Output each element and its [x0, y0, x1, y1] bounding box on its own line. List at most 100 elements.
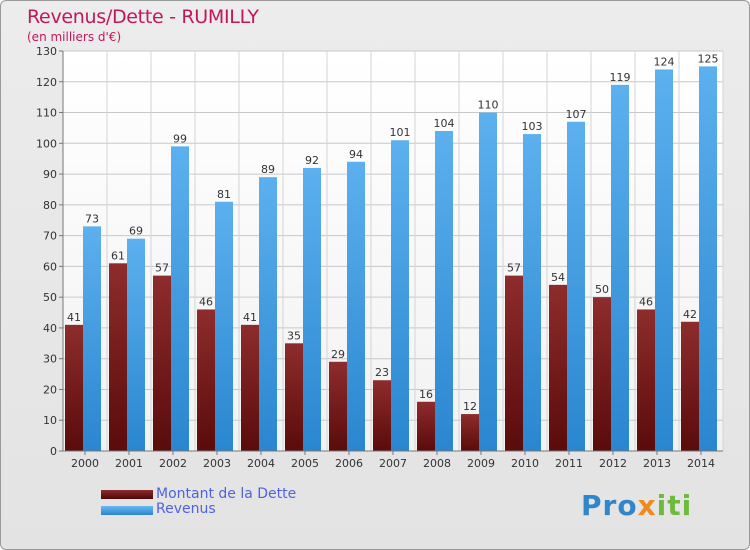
y-tick-label: 10 — [43, 414, 57, 427]
bar-revenus — [347, 161, 365, 451]
bar-dette — [461, 414, 479, 451]
bar-dette — [593, 297, 611, 451]
bar-revenus — [391, 140, 409, 451]
data-label-dette: 41 — [67, 311, 81, 324]
x-tick-label: 2007 — [379, 457, 407, 470]
legend-swatch-debt — [101, 490, 153, 499]
logo-part-2: x — [637, 489, 657, 522]
proxiti-logo: Proxiti — [581, 489, 692, 522]
x-tick-label: 2002 — [159, 457, 187, 470]
bar-revenus — [83, 226, 101, 451]
x-tick-label: 2005 — [291, 457, 319, 470]
bar-revenus — [699, 66, 717, 451]
data-label-revenus: 94 — [349, 148, 363, 161]
data-label-dette: 12 — [463, 400, 477, 413]
data-label-revenus: 124 — [654, 55, 675, 68]
data-label-dette: 35 — [287, 329, 301, 342]
data-label-dette: 29 — [331, 348, 345, 361]
y-tick-label: 120 — [36, 76, 57, 89]
x-tick-label: 2012 — [599, 457, 627, 470]
bar-revenus — [479, 112, 497, 452]
legend-swatch-revenus — [101, 506, 153, 515]
y-tick-label: 110 — [36, 107, 57, 120]
y-tick-label: 20 — [43, 383, 57, 396]
data-label-dette: 16 — [419, 388, 433, 401]
chart-subtitle: (en milliers d'€) — [27, 30, 122, 44]
bar-revenus — [127, 238, 145, 451]
data-label-revenus: 99 — [173, 132, 187, 145]
data-label-revenus: 107 — [566, 108, 587, 121]
data-label-revenus: 110 — [478, 99, 499, 112]
data-label-revenus: 69 — [129, 225, 143, 238]
bar-dette — [109, 263, 127, 451]
data-label-revenus: 104 — [434, 117, 455, 130]
bar-dette — [241, 324, 259, 451]
data-label-dette: 57 — [507, 262, 521, 275]
bar-dette — [549, 284, 567, 451]
data-label-dette: 46 — [199, 295, 213, 308]
x-tick-label: 2003 — [203, 457, 231, 470]
bar-revenus — [215, 201, 233, 451]
bar-revenus — [523, 134, 541, 452]
x-tick-label: 2009 — [467, 457, 495, 470]
y-tick-label: 50 — [43, 291, 57, 304]
logo-part-3: iti — [656, 489, 693, 522]
data-label-revenus: 89 — [261, 163, 275, 176]
y-tick-label: 90 — [43, 168, 57, 181]
data-label-dette: 41 — [243, 311, 257, 324]
y-tick-label: 70 — [43, 230, 57, 243]
bar-dette — [65, 324, 83, 451]
data-label-dette: 61 — [111, 249, 125, 262]
x-tick-label: 2001 — [115, 457, 143, 470]
bar-dette — [197, 309, 215, 451]
bar-dette — [329, 361, 347, 451]
data-label-revenus: 101 — [390, 126, 411, 139]
data-label-dette: 57 — [155, 262, 169, 275]
x-tick-label: 2010 — [511, 457, 539, 470]
y-tick-label: 0 — [50, 445, 57, 458]
data-label-dette: 50 — [595, 283, 609, 296]
y-tick-label: 100 — [36, 137, 57, 150]
x-tick-label: 2006 — [335, 457, 363, 470]
bar-revenus — [435, 131, 453, 451]
data-label-revenus: 119 — [610, 71, 631, 84]
x-tick-label: 2000 — [71, 457, 99, 470]
bar-revenus — [655, 69, 673, 451]
y-tick-label: 40 — [43, 322, 57, 335]
y-tick-label: 60 — [43, 260, 57, 273]
chart-title: Revenus/Dette - RUMILLY — [27, 6, 259, 28]
bar-revenus — [171, 146, 189, 451]
data-label-revenus: 73 — [85, 212, 99, 225]
logo-part-1: Pro — [581, 489, 638, 522]
bar-revenus — [611, 84, 629, 451]
x-tick-label: 2013 — [643, 457, 671, 470]
data-label-dette: 46 — [639, 295, 653, 308]
bar-dette — [373, 380, 391, 451]
bar-dette — [681, 321, 699, 451]
x-tick-label: 2011 — [555, 457, 583, 470]
x-tick-label: 2004 — [247, 457, 275, 470]
data-label-revenus: 103 — [522, 120, 543, 133]
data-label-dette: 23 — [375, 366, 389, 379]
x-tick-label: 2008 — [423, 457, 451, 470]
bar-dette — [417, 401, 435, 451]
bar-dette — [505, 275, 523, 451]
y-tick-label: 30 — [43, 353, 57, 366]
data-label-revenus: 92 — [305, 154, 319, 167]
x-tick-label: 2014 — [687, 457, 715, 470]
y-tick-label: 80 — [43, 199, 57, 212]
bar-dette — [285, 343, 303, 451]
data-label-dette: 54 — [551, 271, 565, 284]
bar-revenus — [259, 177, 277, 451]
data-label-revenus: 125 — [698, 52, 719, 65]
legend-label-debt: Montant de la Dette — [156, 486, 297, 502]
data-label-dette: 42 — [683, 308, 697, 321]
y-tick-label: 130 — [36, 45, 57, 58]
data-label-revenus: 81 — [217, 188, 231, 201]
bar-dette — [153, 275, 171, 451]
bar-revenus — [303, 167, 321, 451]
legend-label-revenus: Revenus — [156, 501, 216, 517]
bar-revenus — [567, 121, 585, 452]
